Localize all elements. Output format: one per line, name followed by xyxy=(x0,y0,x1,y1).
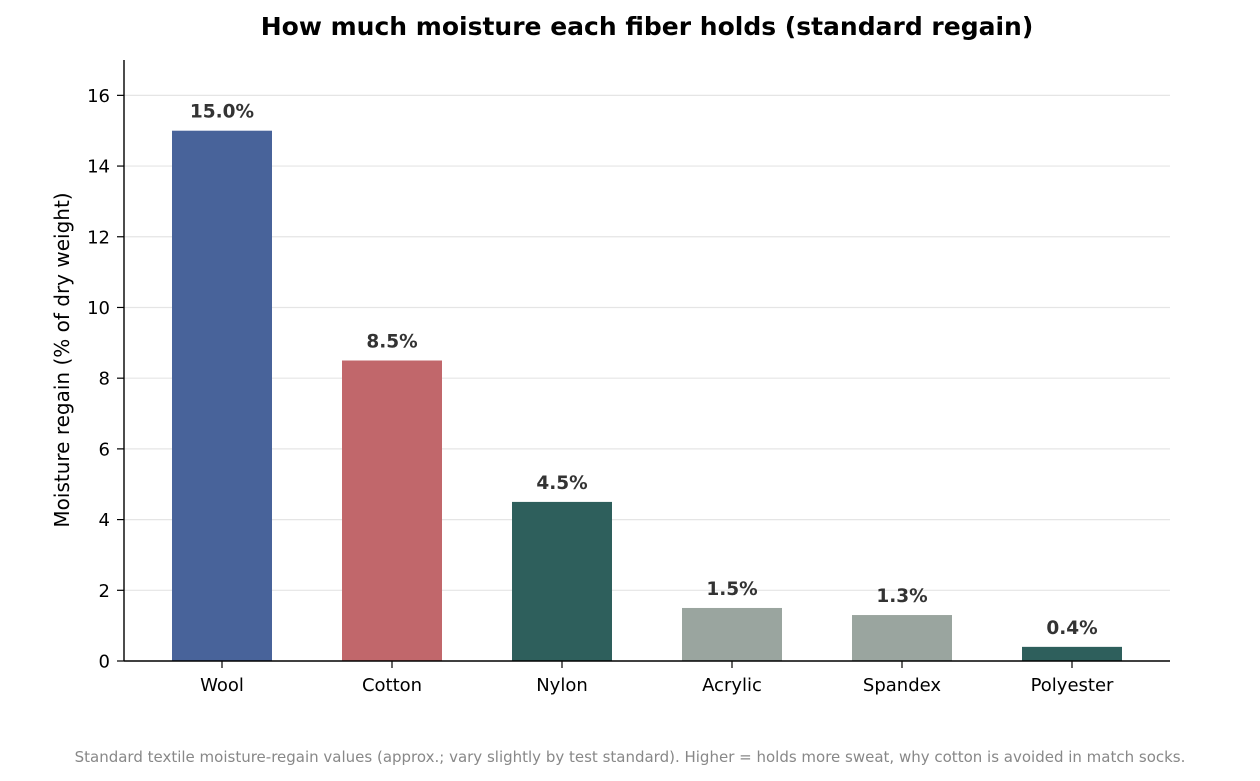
data-label-wool: 15.0% xyxy=(190,102,254,123)
x-tick-label-acrylic: Acrylic xyxy=(702,675,762,696)
y-tick-label-2: 2 xyxy=(99,581,110,602)
data-label-cotton: 8.5% xyxy=(366,332,417,353)
y-tick-label-16: 16 xyxy=(87,86,110,107)
bars xyxy=(172,130,1122,662)
x-tick-label-cotton: Cotton xyxy=(362,675,422,696)
x-tick-label-nylon: Nylon xyxy=(536,675,588,696)
bar-cotton xyxy=(342,360,442,661)
y-tick-label-0: 0 xyxy=(99,652,110,673)
bar-spandex xyxy=(852,615,952,661)
bar-acrylic xyxy=(682,607,782,661)
y-tick-label-8: 8 xyxy=(99,369,110,390)
y-tick-label-12: 12 xyxy=(87,227,110,248)
x-tick-label-wool: Wool xyxy=(200,675,244,696)
chart-footnote: Standard textile moisture-regain values … xyxy=(75,748,1186,766)
data-label-polyester: 0.4% xyxy=(1046,618,1097,639)
data-labels: 15.0% 8.5% 4.5% 1.5% 1.3% 0.4% xyxy=(190,102,1098,639)
chart-title: How much moisture each fiber holds (stan… xyxy=(261,12,1034,41)
x-tick-label-polyester: Polyester xyxy=(1031,675,1114,696)
data-label-spandex: 1.3% xyxy=(876,586,927,607)
axes: 0 2 4 6 8 10 12 14 16 Wool Cotton Nylon Acrylic Spand… xyxy=(87,60,1170,696)
data-label-acrylic: 1.5% xyxy=(706,579,757,600)
bar-wool xyxy=(172,130,272,662)
y-tick-label-14: 14 xyxy=(87,157,110,178)
y-axis-label: Moisture regain (% of dry weight) xyxy=(50,192,74,527)
x-tick-label-spandex: Spandex xyxy=(863,675,941,696)
bar-polyester xyxy=(1022,646,1122,661)
y-tick-label-6: 6 xyxy=(99,439,110,460)
data-label-nylon: 4.5% xyxy=(536,473,587,494)
y-tick-label-4: 4 xyxy=(99,510,110,531)
y-tick-label-10: 10 xyxy=(87,298,110,319)
gridlines xyxy=(124,94,1170,591)
bar-nylon xyxy=(512,501,612,661)
